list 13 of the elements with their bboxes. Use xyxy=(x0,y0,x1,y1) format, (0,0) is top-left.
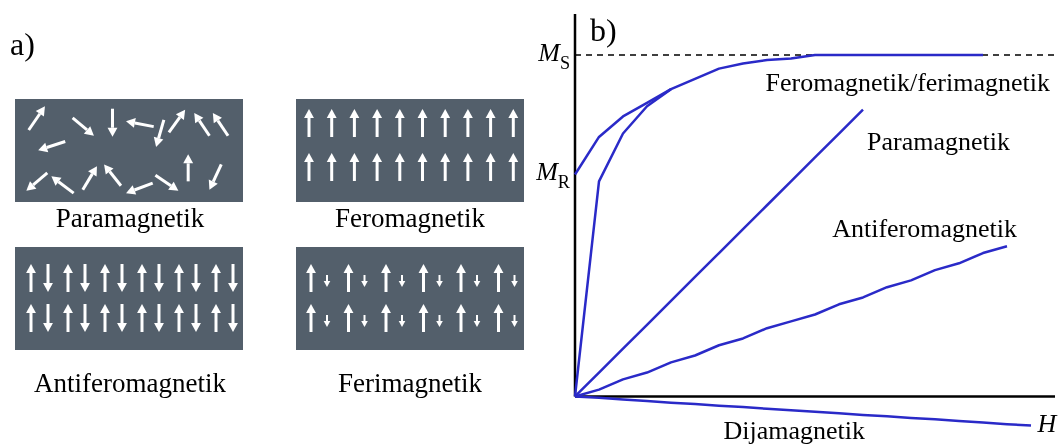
text: Feromagnetik xyxy=(334,202,486,234)
series-label: Paramagnetik xyxy=(867,126,1010,156)
series-label: Antiferomagnetik xyxy=(832,214,1017,244)
series-label: Feromagnetik/ferimagnetik xyxy=(765,67,1050,97)
text: Antiferomagnetik xyxy=(33,367,227,399)
text: a) xyxy=(10,26,35,62)
text: Ferimagnetik xyxy=(337,367,483,399)
series-label: Dijamagnetik xyxy=(723,415,865,445)
text: M$_{R}$ xyxy=(535,156,571,193)
chart-title: b) xyxy=(590,12,617,48)
x-axis-title: H xyxy=(1036,409,1058,439)
ref-line-label: M$_{S}$ xyxy=(537,37,570,74)
text: Paramagnetik xyxy=(54,202,206,234)
